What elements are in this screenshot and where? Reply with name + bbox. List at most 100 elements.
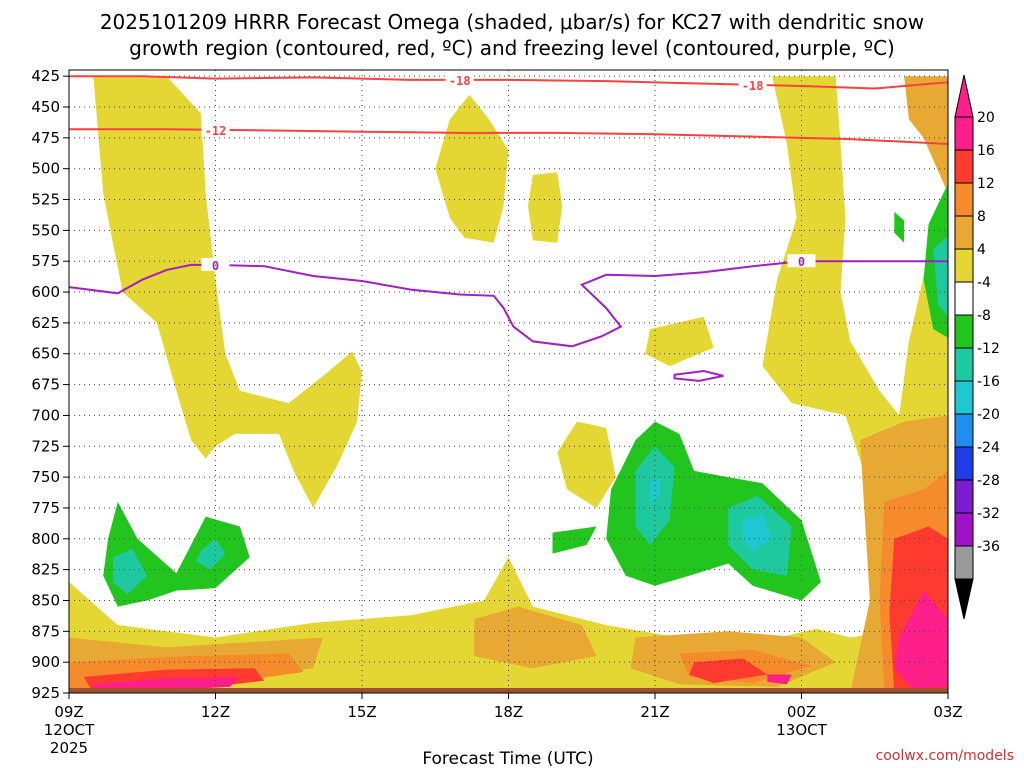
omega-region-3 [557,421,616,508]
omega-region-4 [645,316,714,367]
colorbar: 20 16 12 8 4 -4 -8 -12 -16 -20 -24 -28 -32 -36 [954,74,1000,620]
x-tick-label: 15Z [347,703,376,721]
colorbar-swatch [954,215,974,250]
x-tick-label: 12Z [201,703,230,721]
y-tick-label: 775 [31,499,60,517]
omega-region-24 [894,211,905,243]
y-tick-label: 525 [31,191,60,209]
x-tick-year: 2025 [50,739,88,757]
y-tick-label: 925 [31,684,60,702]
omega-region-10 [474,606,597,669]
y-tick-label: 650 [31,345,60,363]
omega-region-16 [689,658,768,684]
y-tick-label: 425 [31,67,60,85]
y-tick-label: 550 [31,221,60,239]
y-tick-label: 800 [31,530,60,548]
y-tick-label: 850 [31,591,60,609]
chart-title-line2: growth region (contoured, red, ºC) and f… [129,36,895,60]
omega-region-0 [93,76,363,508]
omega-region-19 [894,590,948,690]
dgz-contour-minus18-label: -18 [742,79,764,93]
dgz-contour-minus12-label: -12 [205,124,227,138]
colorbar-label: 4 [977,242,986,258]
colorbar-label: -28 [977,473,1000,489]
dgz-contour-minus18-label-bg [445,72,474,86]
omega-region-26 [113,548,148,595]
omega-shading [69,70,948,693]
colorbar-swatch [954,281,974,316]
colorbar-swatch [954,347,974,382]
colorbar-label: 12 [977,176,995,192]
chart-title-line1: 2025101209 HRRR Forecast Omega (shaded, … [100,10,924,34]
omega-region-32 [650,477,660,502]
y-tick-label: 500 [31,160,60,178]
colorbar-label: -12 [977,341,1000,357]
colorbar-swatch [954,116,974,151]
colorbar-swatch [954,380,974,415]
omega-region-23 [552,526,597,554]
y-tick-label: 750 [31,468,60,486]
y-tick-label: 675 [31,376,60,394]
colorbar-swatch [954,413,974,448]
y-tick-label: 825 [31,561,60,579]
freezing-level-contour-label: 0 [212,259,219,273]
x-tick-label: 03Z [933,703,962,721]
credit-text[interactable]: coolwx.com/models [876,748,1014,764]
omega-region-27 [196,538,226,570]
colorbar-label: 8 [977,209,986,225]
dgz-contour-minus18-label: -18 [449,74,471,88]
dgz-contour-minus18-label-bg [738,77,767,91]
freezing-level-contour [69,260,948,348]
omega-region-20 [767,674,792,685]
colorbar-label: 20 [977,110,995,126]
colorbar-swatch [954,182,974,217]
colorbar-swatch [954,149,974,184]
omega-region-2 [528,172,563,243]
colorbar-label: -36 [977,539,1000,555]
colorbar-label: -32 [977,506,1000,522]
colorbar-swatch [954,248,974,283]
x-tick-label: 21Z [640,703,669,721]
freezing-level-contour-label-bg [201,257,230,271]
colorbar-label: 16 [977,143,995,159]
y-tick-label: 475 [31,129,60,147]
colorbar-label: -20 [977,407,1000,423]
colorbar-swatch [954,314,974,349]
freezing-level-closed-contour [673,369,724,382]
y-tick-label: 700 [31,406,60,424]
colorbar-label: -16 [977,374,1000,390]
colorbar-swatch [954,545,974,580]
freezing-level-contour-label-bg [787,254,816,268]
colorbar-label: -8 [977,308,991,324]
dgz-contour-minus18 [69,75,948,90]
x-tick-date: 12OCT [44,721,95,739]
y-tick-label: 725 [31,437,60,455]
y-tick-label: 625 [31,314,60,332]
omega-region-31 [742,514,773,552]
x-tick-date: 13OCT [776,721,827,739]
omega-region-7 [904,76,948,194]
contour-lines: -18 -18 -12 0 0 [69,72,948,382]
x-axis-title: Forecast Time (UTC) [422,749,593,768]
colorbar-swatch [954,479,974,514]
freezing-level-contour-label: 0 [798,255,805,269]
omega-region-1 [435,94,509,243]
x-tick-label: 18Z [494,703,523,721]
y-tick-label: 900 [31,653,60,671]
colorbar-bottom-arrow [954,578,974,620]
colorbar-label: -4 [977,275,991,291]
colorbar-top-arrow [954,74,974,118]
dgz-contour-minus12-label-bg [201,122,230,136]
colorbar-swatch [954,512,974,547]
y-tick-label: 600 [31,283,60,301]
y-tick-label: 875 [31,622,60,640]
x-tick-label: 00Z [787,703,816,721]
x-tick-label: 09Z [54,703,83,721]
colorbar-label: -24 [977,440,1000,456]
omega-region-30 [933,236,948,317]
y-tick-label: 450 [31,98,60,116]
y-axis: 425 450 475 500 525 550 575 600 625 650 675 700 725 7… [31,67,69,702]
y-tick-label: 575 [31,252,60,270]
